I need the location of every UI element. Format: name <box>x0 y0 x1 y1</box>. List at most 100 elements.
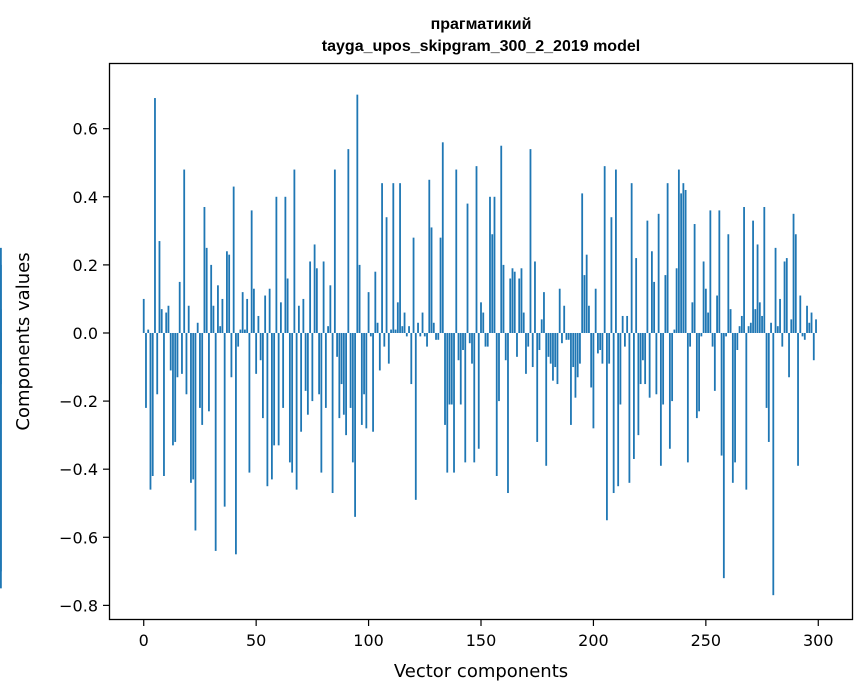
bar <box>475 166 478 333</box>
bar <box>403 312 406 333</box>
y-tick-label: −0.6 <box>59 528 98 547</box>
bar <box>268 288 271 333</box>
bar <box>241 292 244 333</box>
bar <box>257 315 260 333</box>
bar <box>684 189 687 333</box>
bar <box>686 332 689 463</box>
bar <box>385 217 388 333</box>
bar <box>720 332 723 456</box>
bar <box>637 332 640 436</box>
bar <box>633 332 635 459</box>
bar <box>192 332 195 480</box>
bar <box>309 261 312 333</box>
bar <box>145 332 147 408</box>
bar <box>538 332 541 351</box>
bar <box>707 312 709 333</box>
bar <box>646 220 649 333</box>
bar <box>673 329 676 333</box>
bar <box>592 332 595 429</box>
bar <box>507 332 509 494</box>
bar <box>158 241 161 333</box>
bar <box>329 285 332 333</box>
bar <box>594 288 597 333</box>
bar <box>788 332 790 378</box>
bar <box>799 295 802 333</box>
bar <box>644 332 647 385</box>
bar <box>390 329 392 333</box>
bar <box>529 149 532 333</box>
bar <box>615 169 617 333</box>
bar <box>754 309 757 333</box>
bar <box>185 332 188 395</box>
bar <box>151 332 154 476</box>
bar <box>520 268 523 333</box>
bar <box>783 261 786 333</box>
bar <box>210 264 213 333</box>
bar <box>516 332 518 357</box>
bar <box>156 332 159 395</box>
bar <box>286 278 289 333</box>
bar <box>331 332 334 494</box>
bar <box>734 332 736 463</box>
y-axis-label: Components values <box>13 252 34 430</box>
bar <box>201 332 204 425</box>
bars-group <box>0 94 817 596</box>
x-tick-label: 0 <box>139 631 149 650</box>
bar <box>581 193 584 333</box>
bar <box>797 332 799 466</box>
bar <box>244 329 246 333</box>
bar <box>808 322 811 333</box>
bar <box>711 332 714 347</box>
bar <box>401 326 404 333</box>
bar <box>608 332 611 364</box>
x-axis-label: Vector components <box>394 661 568 682</box>
bar <box>450 332 453 405</box>
bar <box>327 326 329 333</box>
bar <box>574 332 577 398</box>
x-axis-ticks: 0 50 100 150 200 250 300 <box>139 619 834 650</box>
y-axis-ticks: −0.8 −0.6 −0.4 −0.2 0.0 0.2 0.4 0.6 <box>59 120 110 615</box>
bar <box>563 305 566 333</box>
bar <box>617 332 620 487</box>
bar <box>498 332 500 402</box>
bar <box>549 332 552 364</box>
bar <box>367 292 370 333</box>
bar <box>758 302 761 333</box>
bar <box>439 237 442 333</box>
bar <box>446 332 449 473</box>
bar <box>698 332 700 412</box>
bar <box>785 258 788 333</box>
bar <box>567 332 570 340</box>
bar <box>691 302 694 333</box>
bar <box>776 326 779 333</box>
bar <box>302 298 305 333</box>
bar <box>313 244 316 333</box>
bar <box>624 332 626 347</box>
bar <box>662 332 665 405</box>
bar <box>552 332 554 381</box>
bar <box>410 332 413 385</box>
bar <box>601 332 604 364</box>
bar <box>160 309 163 333</box>
bar <box>453 332 455 473</box>
bar <box>761 315 763 333</box>
bar <box>700 332 703 337</box>
bar <box>484 332 487 347</box>
bar <box>381 183 383 333</box>
bar <box>203 207 206 333</box>
bar <box>376 322 379 333</box>
bar <box>333 169 336 333</box>
bar <box>235 332 237 555</box>
bar <box>531 332 534 368</box>
bar <box>565 332 568 340</box>
bar <box>806 305 808 333</box>
bar <box>671 332 674 402</box>
bar <box>340 332 343 385</box>
bar <box>459 332 462 405</box>
bar <box>729 309 732 333</box>
bar <box>493 196 496 333</box>
bar <box>255 332 258 374</box>
bar <box>462 332 464 351</box>
bar <box>648 332 651 398</box>
bar <box>448 332 451 405</box>
